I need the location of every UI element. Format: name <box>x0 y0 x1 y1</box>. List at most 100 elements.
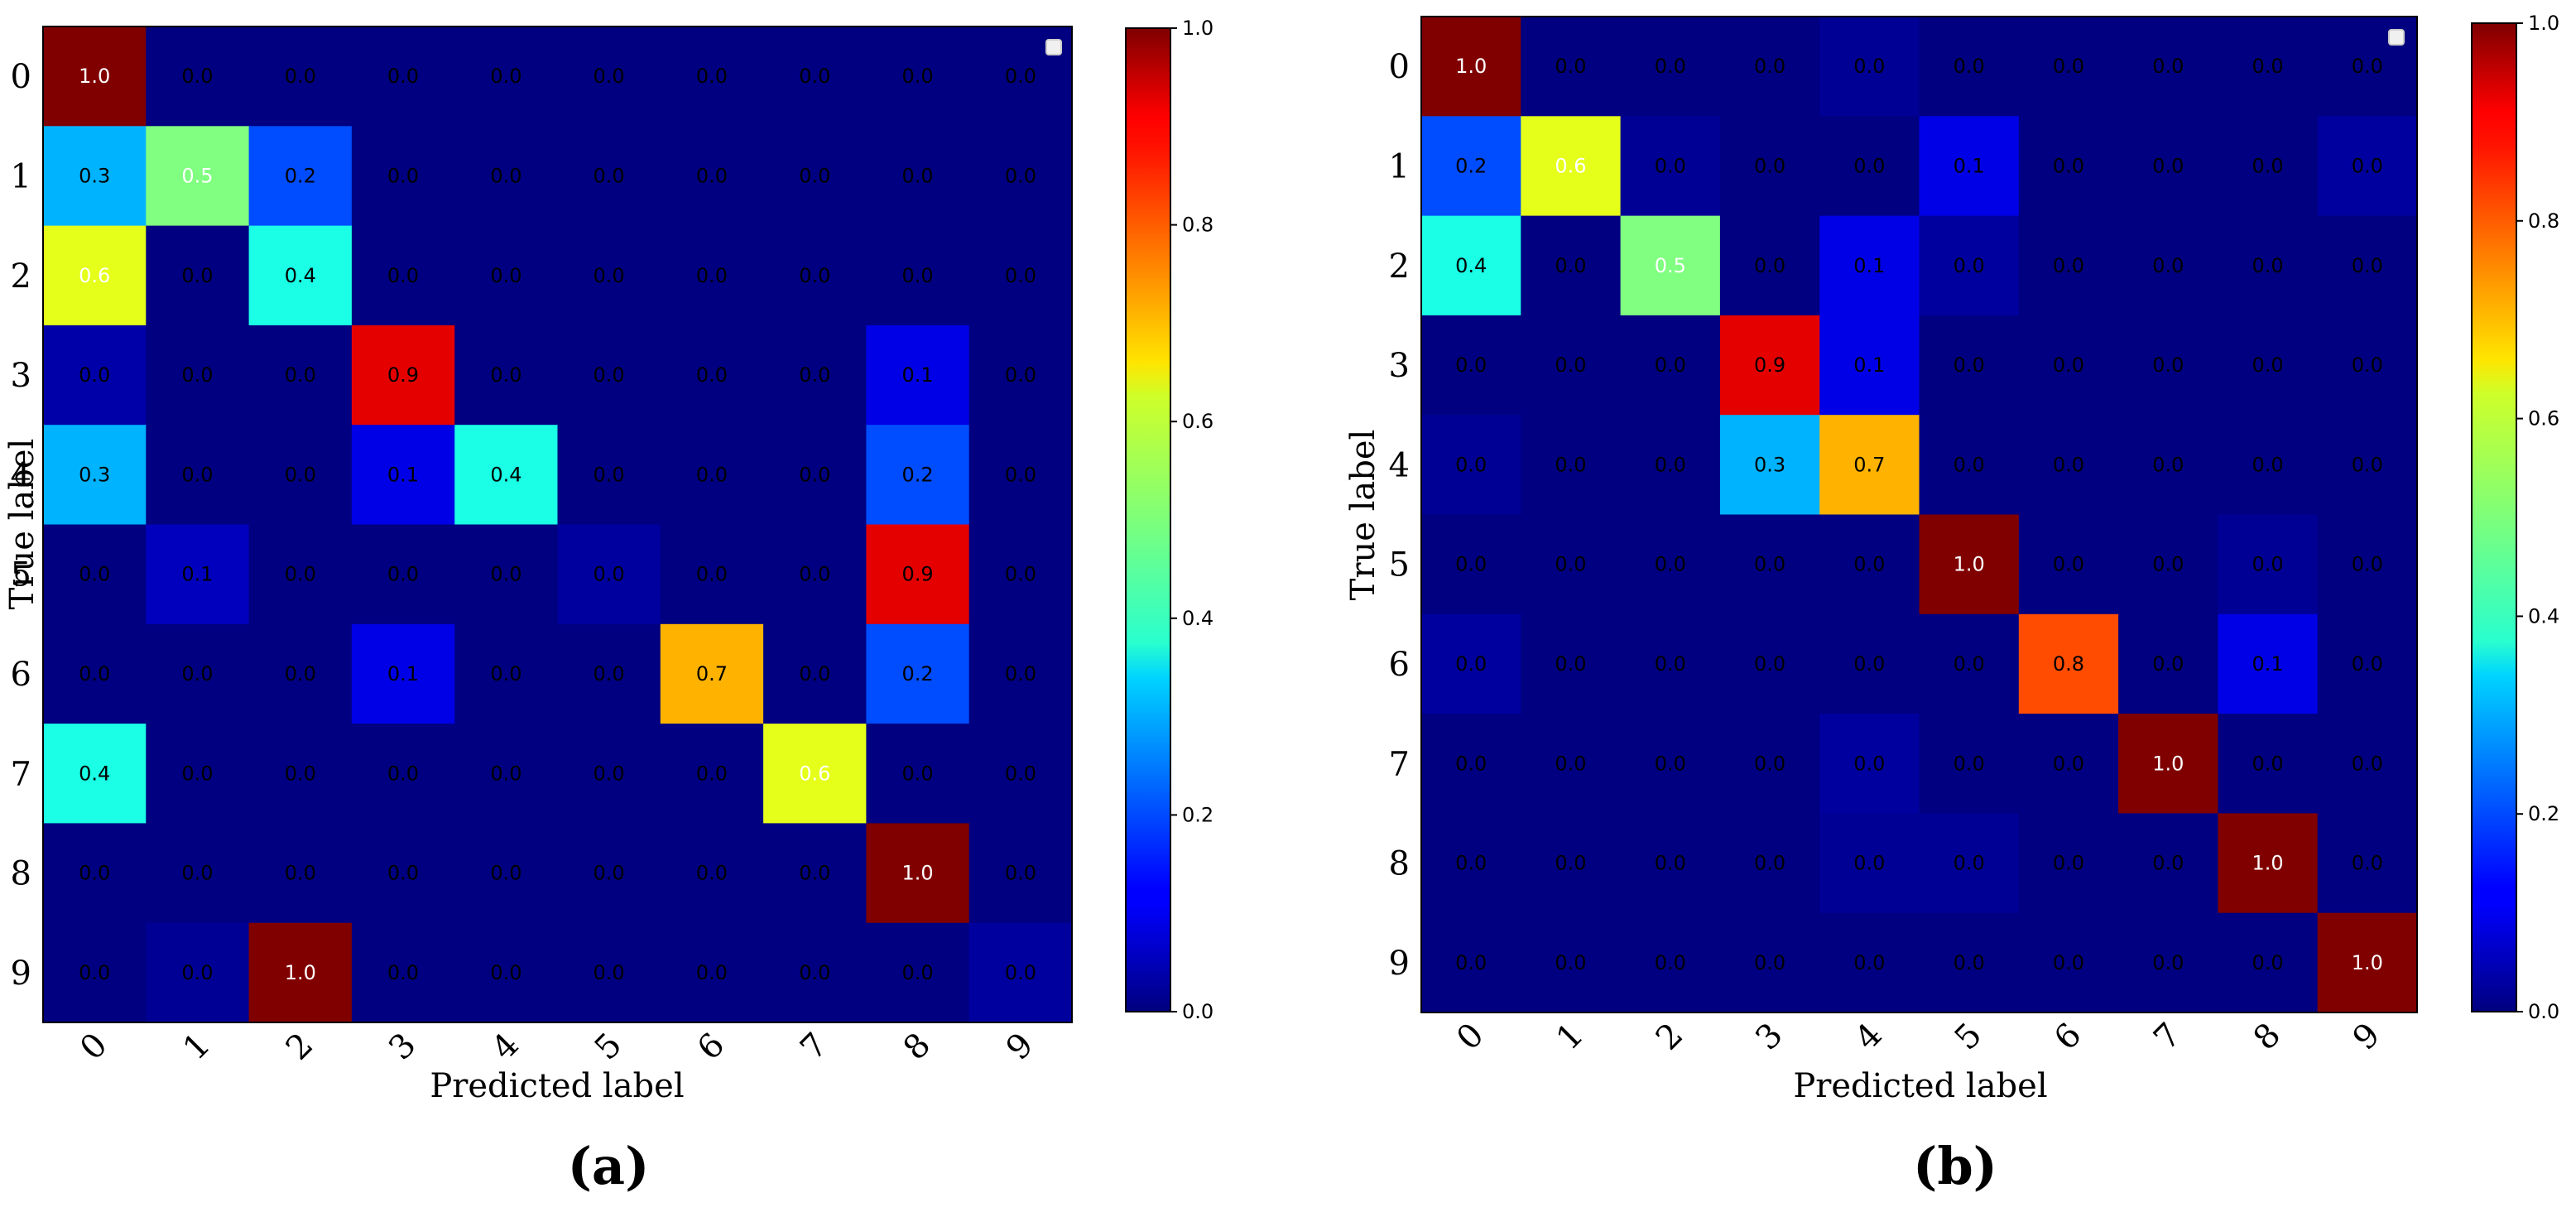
y-tick-label: 7 <box>11 755 31 793</box>
cell-value-label: 0.0 <box>1005 363 1036 387</box>
x-tick-label: 1 <box>176 1026 219 1068</box>
heatmap-cell-b-r3-c4 <box>1819 315 1920 416</box>
cell-value-label: 1.0 <box>1455 55 1487 78</box>
heatmap-cell-a-r6-c1 <box>146 623 250 724</box>
heatmap-cell-b-r5-c6 <box>2018 514 2119 615</box>
cell-value-label: 0.0 <box>2053 55 2084 78</box>
y-tick-label: 1 <box>1389 148 1410 186</box>
cell-value-label: 0.0 <box>2352 354 2383 377</box>
cell-value-label: 0.0 <box>696 65 728 88</box>
y-tick-label: 0 <box>11 58 31 96</box>
cell-value-label: 0.0 <box>594 65 625 88</box>
heatmap-cell-b-r4-c1 <box>1521 415 1622 516</box>
cell-value-label: 0.0 <box>490 165 521 188</box>
heatmap-cell-b-r4-c2 <box>1620 415 1721 516</box>
cell-value-label: 0.4 <box>1455 254 1487 277</box>
heatmap-cell-a-r8-c9 <box>968 823 1073 924</box>
x-tick-label: 4 <box>1848 1016 1890 1058</box>
cell-value-label: 0.0 <box>490 264 521 287</box>
cell-value-label: 0.0 <box>594 961 625 984</box>
heatmap-cell-a-r2-c7 <box>763 225 867 326</box>
heatmap-cells-a <box>43 26 1073 1023</box>
cell-value-label: 0.2 <box>285 165 316 188</box>
cell-value-label: 0.3 <box>79 165 110 188</box>
heatmap-cell-a-r5-c8 <box>866 524 970 625</box>
heatmap-cell-a-r2-c4 <box>454 225 559 326</box>
heatmap-cell-b-r6-c7 <box>2118 613 2218 714</box>
x-axis-label-b: Predicted label <box>1793 1067 2047 1105</box>
y-tick-label: 5 <box>1389 546 1410 584</box>
heatmap-cell-a-r1-c5 <box>557 126 661 227</box>
cell-value-label: 0.0 <box>2053 951 2084 974</box>
cell-value-label: 0.0 <box>1655 55 1686 78</box>
cell-value-label: 0.0 <box>1754 55 1785 78</box>
heatmap-cell-a-r6-c3 <box>351 623 455 724</box>
heatmap-cell-a-r1-c2 <box>248 126 353 227</box>
cell-value-label: 0.9 <box>902 563 934 586</box>
heatmap-cell-a-r9-c7 <box>763 922 867 1023</box>
heatmap-cell-a-r4-c6 <box>660 425 764 526</box>
heatmap-cell-b-r5-c9 <box>2317 514 2418 615</box>
heatmap-cell-b-r4-c4 <box>1819 415 1920 516</box>
colorbar-tick-label: 0.8 <box>2528 209 2559 233</box>
heatmap-cell-b-r9-c0 <box>1421 912 1521 1013</box>
cell-value-label: 0.0 <box>1005 563 1036 586</box>
heatmap-cell-a-r6-c6 <box>660 623 764 724</box>
cell-value-label: 0.0 <box>902 264 934 287</box>
heatmap-cell-b-r1-c6 <box>2018 116 2119 217</box>
heatmap-cell-b-r0-c4 <box>1819 17 1920 117</box>
cell-value-label: 0.0 <box>2352 254 2383 277</box>
cell-value-label: 0.2 <box>902 662 934 685</box>
heatmap-cell-labels-a: 1.0 0.0 0.0 0.0 0.0 0.0 0.0 0.0 0.0 0.0 0.3 0.5 0.2 0… <box>79 65 1036 984</box>
heatmap-cell-b-r8-c3 <box>1719 813 1820 914</box>
cell-value-label: 0.0 <box>2252 453 2284 476</box>
heatmap-cell-a-r6-c8 <box>866 623 970 724</box>
cell-value-label: 0.0 <box>1754 553 1785 576</box>
heatmap-cell-a-r5-c3 <box>351 524 455 625</box>
heatmap-cell-a-r4-c1 <box>146 425 250 526</box>
cell-value-label: 0.0 <box>1555 55 1586 78</box>
cell-value-label: 0.6 <box>1555 155 1586 178</box>
cell-value-label: 0.0 <box>387 862 419 885</box>
heatmap-cell-b-r3-c1 <box>1521 315 1622 416</box>
heatmap-cell-a-r5-c7 <box>763 524 867 625</box>
y-tick-label: 9 <box>11 955 31 993</box>
cell-value-label: 0.0 <box>181 463 213 486</box>
cell-value-label: 0.7 <box>1853 453 1885 476</box>
heatmap-cell-b-r4-c9 <box>2317 415 2418 516</box>
cell-value-label: 0.0 <box>1853 951 1885 974</box>
heatmap-cell-b-r8-c7 <box>2118 813 2218 914</box>
heatmap-cell-a-r9-c3 <box>351 922 455 1023</box>
panel-label-b: (b) <box>1913 1136 1997 1196</box>
heatmap-cell-b-r2-c2 <box>1620 215 1721 316</box>
cell-value-label: 0.0 <box>1005 65 1036 88</box>
heatmap-cell-b-r5-c3 <box>1719 514 1820 615</box>
heatmap-cell-b-r7-c8 <box>2218 714 2319 814</box>
heatmap-cell-a-r0-c4 <box>454 26 559 127</box>
heatmap-cell-b-r4-c5 <box>1919 415 2020 516</box>
cell-value-label: 0.0 <box>285 563 316 586</box>
colorbar-tick-label: 0.0 <box>1182 1000 1214 1023</box>
heatmap-cell-b-r5-c5 <box>1919 514 2020 615</box>
cell-value-label: 1.0 <box>2152 752 2184 775</box>
cell-value-label: 0.0 <box>1555 951 1586 974</box>
cell-value-label: 0.0 <box>2352 453 2383 476</box>
heatmap-cell-b-r3-c0 <box>1421 315 1521 416</box>
heatmap-cell-a-r4-c8 <box>866 425 970 526</box>
cell-value-label: 0.0 <box>181 961 213 984</box>
heatmap-cell-b-r1-c8 <box>2218 116 2319 217</box>
cell-value-label: 0.0 <box>799 264 830 287</box>
cell-value-label: 0.6 <box>79 264 110 287</box>
cell-value-label: 0.0 <box>799 563 830 586</box>
cell-value-label: 0.0 <box>1655 752 1686 775</box>
x-tick-label: 0 <box>1449 1016 1492 1058</box>
colorbar-tick-label: 0.8 <box>1182 214 1214 237</box>
heatmap-cell-b-r2-c8 <box>2218 215 2319 316</box>
heatmap-cell-b-r5-c4 <box>1819 514 1920 615</box>
cell-value-label: 0.0 <box>1005 264 1036 287</box>
heatmap-cell-b-r7-c4 <box>1819 714 1920 814</box>
cell-value-label: 0.0 <box>902 762 934 785</box>
y-tick-label: 8 <box>1389 845 1410 883</box>
colorbar-tick-label: 0.6 <box>1182 410 1214 433</box>
heatmap-cell-a-r8-c6 <box>660 823 764 924</box>
